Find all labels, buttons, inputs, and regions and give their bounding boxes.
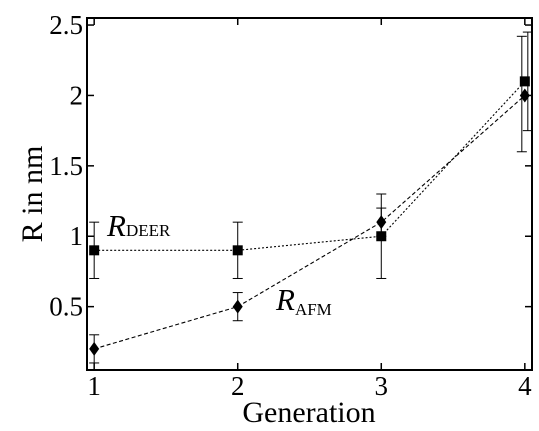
marker-deer bbox=[519, 76, 530, 87]
x-tick-label: 4 bbox=[518, 371, 532, 401]
y-tick-label: 0.5 bbox=[49, 292, 83, 322]
series-label-deer: RDEER bbox=[106, 208, 171, 243]
y-tick-label: 2.5 bbox=[49, 10, 83, 40]
series-label-afm-sub: AFM bbox=[295, 300, 332, 319]
series-label-afm: RAFM bbox=[275, 282, 332, 319]
tick-labels: 1 2 3 4 0.5 1 1.5 2 2.5 bbox=[49, 10, 532, 401]
x-tick-label: 3 bbox=[375, 371, 389, 401]
series-label-afm-main: R bbox=[275, 282, 295, 317]
marker-afm bbox=[376, 215, 387, 230]
series-lines bbox=[94, 80, 526, 350]
series-label-deer-sub: DEER bbox=[126, 221, 171, 240]
y-tick-label: 1 bbox=[70, 221, 84, 251]
y-tick-label: 2 bbox=[70, 80, 84, 110]
marker-deer bbox=[232, 245, 243, 256]
marker-deer bbox=[376, 231, 387, 242]
x-tick-label: 1 bbox=[87, 371, 101, 401]
marker-afm bbox=[519, 88, 530, 103]
plot-frame bbox=[86, 17, 533, 371]
marker-afm bbox=[232, 299, 243, 314]
y-axis-label: R in nm bbox=[16, 146, 49, 243]
markers bbox=[89, 76, 530, 356]
ticks bbox=[87, 18, 532, 370]
series-label-deer-main: R bbox=[106, 208, 126, 243]
error-bars bbox=[89, 31, 533, 364]
x-axis-label: Generation bbox=[242, 396, 375, 429]
x-tick-label: 2 bbox=[231, 371, 245, 401]
y-tick-label: 1.5 bbox=[49, 151, 83, 181]
series-line-afm bbox=[94, 95, 526, 350]
marker-deer bbox=[89, 245, 100, 256]
marker-afm bbox=[89, 341, 100, 356]
